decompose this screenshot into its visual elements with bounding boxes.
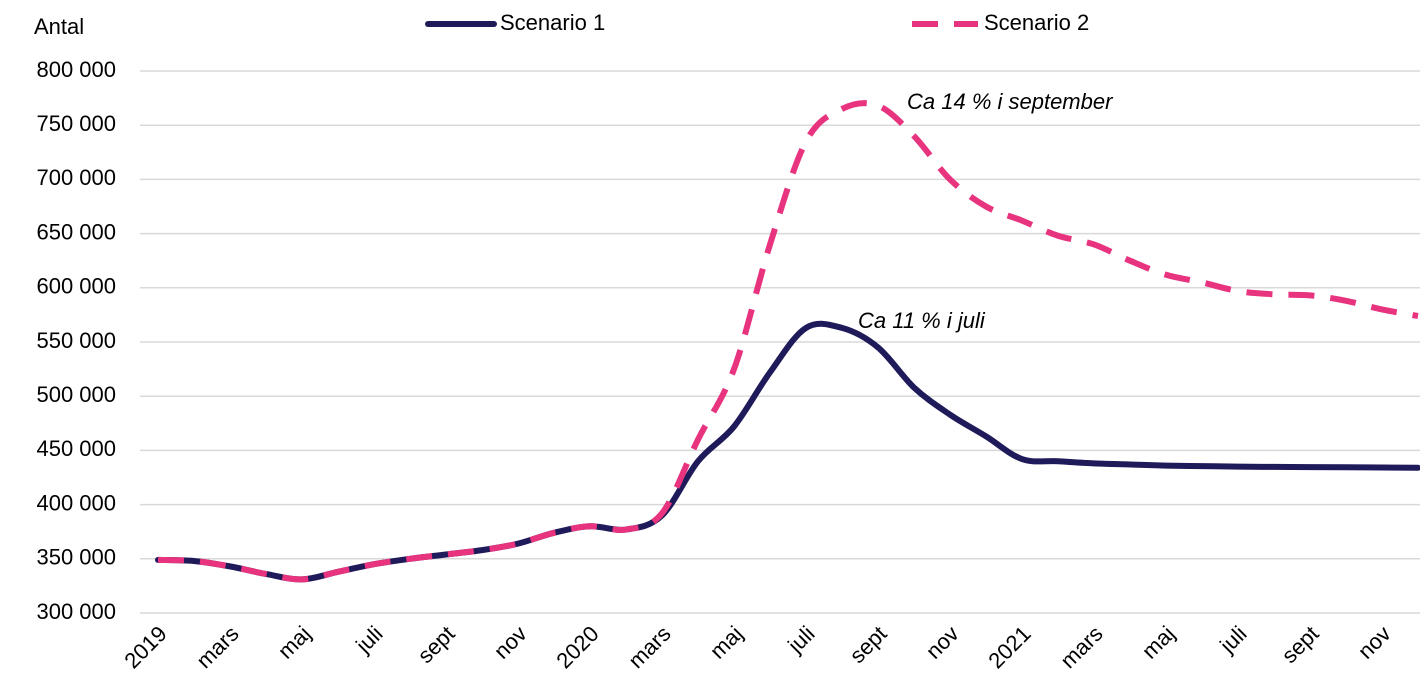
x-tick-label: 2019 — [119, 621, 171, 673]
x-tick-label: juli — [350, 621, 387, 658]
x-tick-label: 2020 — [551, 621, 603, 673]
y-tick-label: 750 000 — [36, 111, 116, 136]
series-line — [157, 100, 1419, 583]
y-tick-label: 800 000 — [36, 57, 116, 82]
x-tick-label: sept — [1277, 621, 1324, 668]
x-tick-label: 2021 — [983, 621, 1035, 673]
legend-item: Scenario 2 — [912, 10, 1089, 35]
y-tick-label: 700 000 — [36, 165, 116, 190]
x-tick-label: maj — [1137, 621, 1180, 664]
y-tick-label: 500 000 — [36, 382, 116, 407]
x-tick-label: maj — [705, 621, 748, 664]
x-tick-label: mars — [1055, 621, 1107, 673]
legend-label: Scenario 2 — [984, 10, 1089, 35]
legend-label: Scenario 1 — [500, 10, 605, 35]
annotation: Ca 14 % i september — [907, 89, 1114, 114]
x-tick-label: nov — [1353, 621, 1396, 664]
x-tick-label: mars — [191, 621, 243, 673]
legend-item: Scenario 1 — [425, 10, 605, 35]
y-tick-label: 650 000 — [36, 219, 116, 244]
x-tick-label: maj — [273, 621, 316, 664]
x-tick-label: nov — [921, 621, 964, 664]
x-tick-label: nov — [489, 621, 532, 664]
y-tick-label: 550 000 — [36, 328, 116, 353]
y-tick-label: 400 000 — [36, 490, 116, 515]
y-tick-label: 450 000 — [36, 436, 116, 461]
y-axis-label: Antal — [34, 14, 84, 39]
y-tick-label: 300 000 — [36, 599, 116, 624]
series-line — [155, 320, 1420, 583]
x-tick-label: sept — [413, 621, 460, 668]
annotation: Ca 11 % i juli — [858, 308, 986, 333]
y-tick-label: 350 000 — [36, 545, 116, 570]
x-tick-label: sept — [845, 621, 892, 668]
y-tick-label: 600 000 — [36, 274, 116, 299]
x-tick-label: juli — [782, 621, 819, 658]
x-tick-label: mars — [623, 621, 675, 673]
x-tick-label: juli — [1214, 621, 1251, 658]
